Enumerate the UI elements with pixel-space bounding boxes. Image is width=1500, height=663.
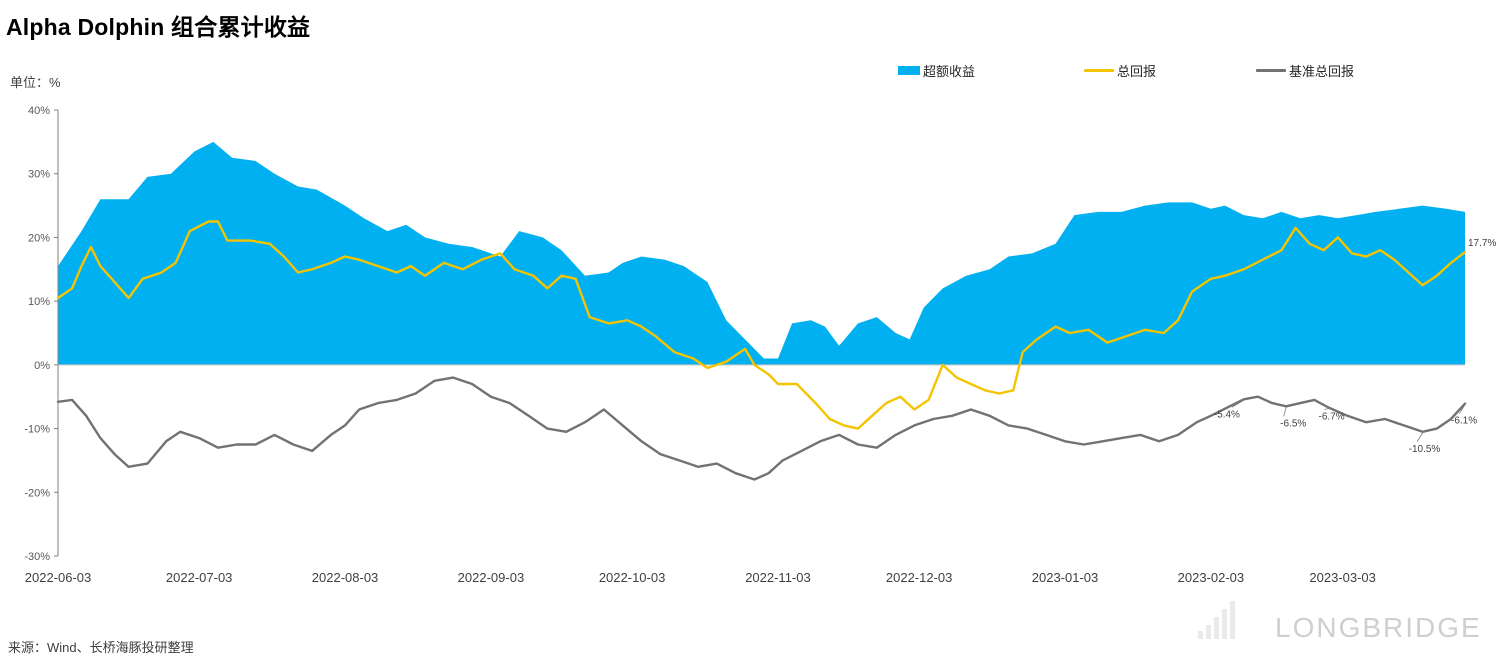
annotation-label: -5.4%	[1214, 409, 1240, 420]
y-tick-label: 30%	[28, 169, 50, 181]
y-tick-label: -10%	[24, 424, 50, 436]
y-tick-label: 20%	[28, 232, 50, 244]
source-note: 来源：Wind、长桥海豚投研整理	[8, 640, 194, 655]
x-tick-label: 2022-12-03	[886, 570, 953, 585]
legend-swatch-line	[1256, 68, 1286, 72]
annotation-label: -6.7%	[1319, 412, 1345, 423]
series-area-excess	[58, 141, 1465, 365]
legend-item-excess: 超额收益	[898, 62, 976, 79]
data-label-total-end: 17.7%	[1468, 238, 1496, 249]
x-tick-label: 2022-10-03	[599, 570, 666, 585]
annotation-label: -10.5%	[1409, 444, 1441, 455]
legend-label: 基准总回报	[1289, 63, 1355, 79]
unit-label: 单位：%	[10, 75, 61, 90]
annotation-label: -6.5%	[1280, 418, 1306, 429]
x-tick-label: 2022-06-03	[25, 570, 92, 585]
legend-item-benchmark: 基准总回报	[1256, 62, 1355, 79]
x-tick-label: 2022-09-03	[458, 570, 525, 585]
watermark-logo-icon	[1198, 601, 1235, 639]
series-line-total-return	[56, 220, 1467, 430]
legend-swatch-line	[1084, 68, 1114, 72]
series-line-benchmark	[56, 376, 1467, 481]
y-tick-label: -20%	[24, 487, 50, 499]
watermark-brand: LONGBRIDGE	[1275, 612, 1482, 643]
y-tick-label: 10%	[28, 296, 50, 308]
annotation-leader	[1459, 404, 1466, 414]
legend-label: 总回报	[1117, 63, 1157, 79]
annotation-leader	[1231, 399, 1245, 408]
annotation-leader	[1283, 407, 1287, 417]
annotation-leader	[1416, 432, 1423, 442]
x-tick-label: 2023-03-03	[1309, 570, 1376, 585]
x-tick-label: 2022-11-03	[745, 570, 811, 585]
legend-swatch-area	[898, 65, 920, 75]
chart-title: Alpha Dolphin 组合累计收益	[6, 14, 311, 40]
legend-item-total: 总回报	[1084, 62, 1157, 79]
x-tick-label: 2022-07-03	[166, 570, 233, 585]
legend-label: 超额收益	[923, 63, 976, 79]
annotation-label: -6.1%	[1451, 416, 1477, 427]
annotation-leader	[1324, 408, 1329, 410]
y-tick-label: 0%	[34, 360, 50, 372]
y-tick-label: 40%	[28, 105, 50, 117]
x-tick-label: 2022-08-03	[312, 570, 379, 585]
y-tick-label: -30%	[24, 551, 50, 563]
x-tick-label: 2023-02-03	[1178, 570, 1245, 585]
x-tick-label: 2023-01-03	[1032, 570, 1099, 585]
